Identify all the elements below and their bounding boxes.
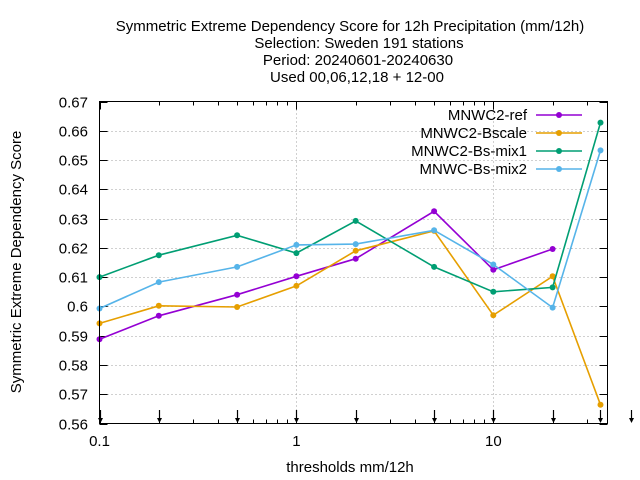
- legend-label: MNWC-Bs-mix2: [420, 161, 527, 178]
- data-point: [293, 241, 300, 248]
- grid: [99, 101, 608, 424]
- data-point: [597, 147, 604, 154]
- threshold-arrow-head: [491, 418, 496, 423]
- threshold-arrow-head: [598, 418, 603, 423]
- data-point: [234, 304, 241, 310]
- data-point: [490, 288, 497, 295]
- threshold-arrow-head: [629, 418, 634, 423]
- threshold-arrow-head: [294, 418, 299, 423]
- y-tick-label: 0.67: [59, 95, 88, 112]
- plot-border: [99, 101, 608, 424]
- data-point: [234, 291, 241, 298]
- threshold-arrow-head: [551, 418, 556, 423]
- data-point: [234, 263, 241, 270]
- subtitle-used: Used 00,06,12,18 + 12-00: [270, 69, 444, 86]
- y-tick-label: 0.62: [59, 241, 88, 258]
- y-tick-label: 0.64: [59, 182, 88, 199]
- data-point: [155, 252, 162, 259]
- data-point: [155, 312, 162, 319]
- title-line: Symmetric Extreme Dependency Score for 1…: [116, 18, 585, 35]
- y-tick-label: 0.58: [59, 358, 88, 375]
- data-point: [352, 217, 359, 224]
- data-point: [155, 302, 162, 309]
- legend-marker: [556, 148, 562, 154]
- threshold-arrow-head: [235, 418, 240, 423]
- data-point: [352, 247, 359, 254]
- y-tick-label: 0.56: [59, 417, 88, 434]
- y-tick-label: 0.59: [59, 329, 88, 346]
- x-tick-label: 0.1: [89, 433, 110, 450]
- data-point: [352, 255, 359, 262]
- y-tick-label: 0.66: [59, 124, 88, 141]
- legend-marker: [556, 112, 562, 118]
- data-point: [490, 261, 497, 268]
- data-point: [549, 246, 556, 252]
- x-axis-ticks: 0.1 1 10: [89, 101, 588, 450]
- data-point: [293, 273, 300, 280]
- threshold-arrow-head: [98, 418, 103, 423]
- y-tick-label: 0.63: [59, 212, 88, 229]
- data-point: [352, 241, 359, 248]
- subtitle-period: Period: 20240601-20240630: [263, 52, 453, 69]
- legend-marker: [556, 166, 562, 172]
- data-point: [431, 227, 438, 234]
- threshold-arrow-head: [432, 418, 437, 423]
- x-tick-label: 10: [485, 433, 502, 450]
- series-line: [99, 229, 602, 406]
- data-point: [234, 232, 241, 239]
- legend-label: MNWC2-Bscale: [420, 125, 527, 142]
- bottom-arrows: [98, 410, 634, 423]
- data-point: [549, 273, 556, 280]
- y-axis-ticks: 0.56 0.57 0.58 0.59 0.6 0.61 0.62 0.63 0.64 0.65 0…: [59, 95, 608, 434]
- legend: MNWC2-refMNWC2-BscaleMNWC2-Bs-mix1MNWC-B…: [411, 107, 582, 178]
- subtitle-selection: Selection: Sweden 191 stations: [254, 35, 463, 52]
- data-point: [549, 284, 556, 291]
- chart-title: Symmetric Extreme Dependency Score for 1…: [116, 18, 585, 86]
- y-axis-label: Symmetric Extreme Dependency Score: [8, 131, 25, 394]
- threshold-arrow-head: [157, 418, 162, 423]
- series: [96, 119, 604, 408]
- data-point: [293, 250, 300, 257]
- data-point: [293, 282, 300, 289]
- data-point: [490, 266, 497, 273]
- legend-marker: [556, 130, 562, 136]
- data-point: [597, 401, 604, 408]
- y-tick-label: 0.6: [67, 299, 88, 316]
- y-tick-label: 0.57: [59, 387, 88, 404]
- legend-label: MNWC2-Bs-mix1: [411, 143, 527, 160]
- y-tick-label: 0.61: [59, 270, 88, 287]
- series-line: [99, 210, 553, 340]
- data-point: [431, 208, 438, 215]
- data-point: [155, 279, 162, 286]
- y-tick-label: 0.65: [59, 153, 88, 170]
- data-point: [549, 304, 556, 311]
- data-point: [490, 312, 497, 319]
- data-point: [431, 263, 438, 270]
- data-point: [597, 119, 604, 126]
- threshold-arrow-head: [354, 418, 359, 423]
- x-axis-label: thresholds mm/12h: [286, 459, 414, 476]
- x-tick-label: 1: [292, 433, 300, 450]
- legend-label: MNWC2-ref: [448, 107, 528, 124]
